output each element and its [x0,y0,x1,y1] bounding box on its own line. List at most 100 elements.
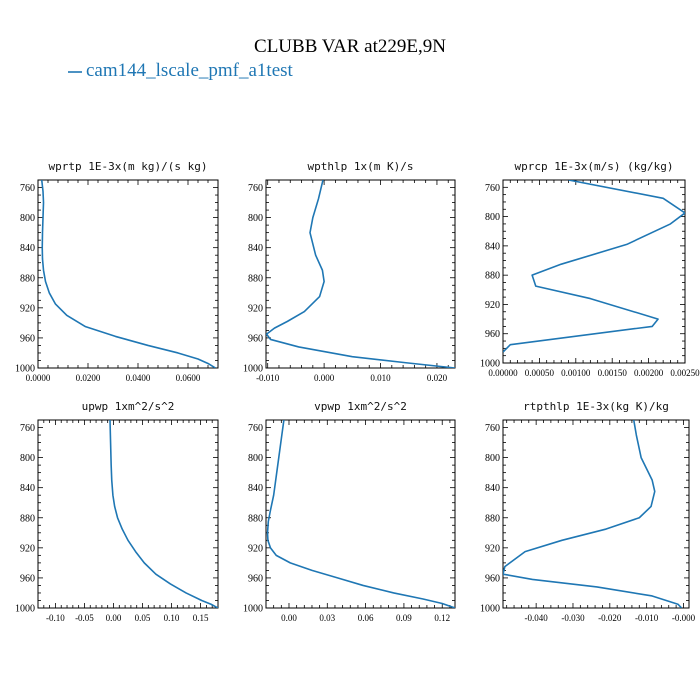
plot-frame [265,179,456,369]
y-tick-label: 840 [485,241,500,252]
subplot-title: wprtp 1E-3x(m kg)/(s kg) [49,160,208,173]
x-tick-label: 0.010 [370,373,391,383]
y-tick-label: 840 [248,483,263,494]
subplot-title: rtpthlp 1E-3x(kg K)/kg [523,400,669,413]
y-tick-label: 1000 [480,604,500,615]
x-tick-label: -0.05 [75,613,94,623]
x-tick-label: 0.0200 [76,373,101,383]
y-tick-label: 880 [485,271,500,282]
y-tick-label: 760 [485,183,500,194]
y-tick-label: 760 [248,423,263,434]
y-tick-label: 760 [20,183,35,194]
subplot-title: vpwp 1xm^2/s^2 [314,400,407,413]
subplot-6: rtpthlp 1E-3x(kg K)/kg 760 800 840 880 920 960… [480,400,696,623]
series-line [109,420,218,608]
x-tick-label: 0.10 [164,613,180,623]
y-tick-label: 800 [20,213,35,224]
x-tick-label: 0.00 [106,613,122,623]
y-tick-label: 760 [248,183,263,194]
y-tick-label: 960 [248,333,263,344]
x-tick-label: 0.0000 [26,373,51,383]
y-tick-label: 1000 [243,604,263,615]
subplot-title: wprcp 1E-3x(m/s) (kg/kg) [515,160,674,173]
x-tick-label: 0.0400 [126,373,151,383]
x-tick-label: -0.10 [46,613,65,623]
y-tick-label: 880 [20,513,35,524]
y-tick-label: 960 [248,573,263,584]
x-tick-label: 0.00 [281,613,297,623]
legend-label: cam144_lscale_pmf_a1test [86,60,293,81]
y-tick-label: 920 [485,543,500,554]
x-tick-label: 0.05 [135,613,151,623]
x-tick-label: -0.010 [635,613,659,623]
x-tick-label: -0.010 [256,373,280,383]
x-tick-label: 0.0600 [176,373,201,383]
x-tick-label: 0.15 [193,613,209,623]
y-tick-label: 920 [20,303,35,314]
series-line [503,180,685,353]
y-tick-label: 920 [485,300,500,311]
y-tick-label: 1000 [243,364,263,375]
legend: cam144_lscale_pmf_a1test [68,60,293,82]
series-line [40,180,216,368]
x-tick-label: -0.020 [598,613,622,623]
y-tick-label: 840 [20,243,35,254]
plot-frame [37,419,219,609]
subplot-title: wpthlp 1x(m K)/s [308,160,414,173]
y-tick-label: 1000 [480,359,500,370]
y-tick-label: 760 [485,423,500,434]
plot-frame [502,179,686,364]
x-tick-label: -0.030 [561,613,585,623]
x-tick-label: 0.00050 [525,368,555,378]
subplot-5: vpwp 1xm^2/s^2 760 800 840 880 920 960 1000 0.00… [243,400,456,623]
y-tick-label: 880 [20,273,35,284]
x-tick-label: 0.00250 [670,368,700,378]
subplot-2: wpthlp 1x(m K)/s 760 800 840 880 920 960 1000-0… [243,160,456,383]
y-tick-label: 960 [485,573,500,584]
x-tick-label: 0.00200 [634,368,664,378]
y-tick-label: 880 [248,513,263,524]
y-tick-label: 880 [485,513,500,524]
y-tick-label: 920 [248,303,263,314]
y-tick-label: 800 [248,213,263,224]
y-tick-label: 840 [248,243,263,254]
x-tick-label: -0.040 [525,613,549,623]
y-tick-label: 800 [248,453,263,464]
y-tick-label: 1000 [15,604,35,615]
subplot-1: wprtp 1E-3x(m kg)/(s kg) 760 800 840 880 920 9… [15,160,219,383]
x-tick-label: 0.00150 [598,368,628,378]
x-tick-label: 0.00100 [561,368,591,378]
legend-swatch [68,70,82,73]
y-tick-label: 760 [20,423,35,434]
y-tick-label: 920 [20,543,35,554]
x-tick-label: 0.06 [358,613,374,623]
series-line [266,180,455,368]
subplot-4: upwp 1xm^2/s^2 760 800 840 880 920 960 1000 -0.1… [15,400,219,623]
series-line [503,420,683,608]
y-tick-label: 800 [485,453,500,464]
y-tick-label: 920 [248,543,263,554]
chart-title: CLUBB VAR at229E,9N [254,36,446,57]
y-tick-label: 840 [20,483,35,494]
x-tick-label: -0.000 [672,613,696,623]
x-tick-label: 0.09 [396,613,412,623]
subplot-3: wprcp 1E-3x(m/s) (kg/kg) 760 800 840 880 920 9… [480,160,700,378]
x-tick-label: 0.020 [427,373,448,383]
y-tick-label: 960 [485,329,500,340]
y-tick-label: 840 [485,483,500,494]
subplot-title: upwp 1xm^2/s^2 [82,400,175,413]
x-tick-label: 0.000 [314,373,335,383]
y-tick-label: 800 [20,453,35,464]
x-tick-label: 0.03 [319,613,335,623]
y-tick-label: 1000 [15,364,35,375]
y-tick-label: 960 [20,573,35,584]
plot-frame [265,419,456,609]
x-tick-label: 0.12 [434,613,450,623]
series-line [266,420,455,608]
y-tick-label: 800 [485,212,500,223]
x-tick-label: 0.00000 [488,368,518,378]
y-tick-label: 960 [20,333,35,344]
y-tick-label: 880 [248,273,263,284]
plot-frame [502,419,690,609]
